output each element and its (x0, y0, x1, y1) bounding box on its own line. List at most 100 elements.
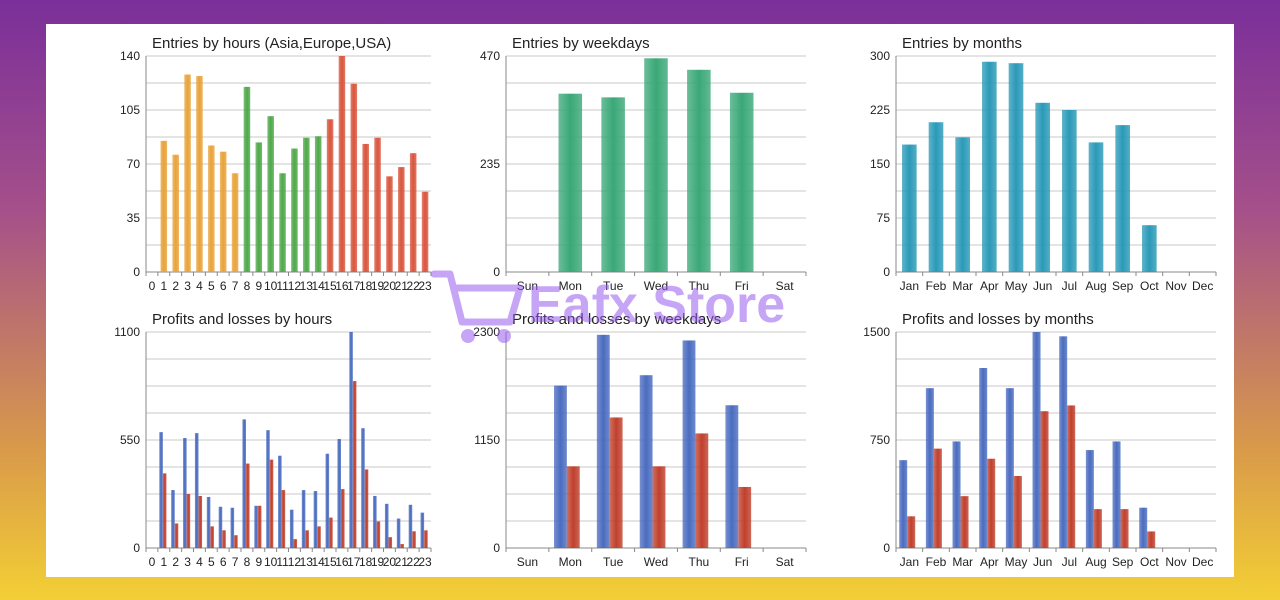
x-tick-label: 8 (244, 279, 251, 293)
chart-entries-by-weekdays: Entries by weekdays 0 235 470 Sun Mon Tue Wed Th… (456, 32, 811, 300)
x-tick-label: 5 (208, 555, 215, 569)
bar-profit (420, 512, 425, 548)
y-tick-label: 1100 (114, 325, 140, 339)
x-tick-label: 11 (276, 555, 289, 569)
bar (303, 137, 310, 272)
y-tick-label: 35 (127, 211, 141, 225)
bar (338, 56, 346, 272)
x-tick-label: Wed (644, 555, 668, 569)
x-tick-label: Tue (603, 279, 624, 293)
chart-title: Profits and losses by months (902, 311, 1094, 328)
bar (255, 142, 263, 272)
x-tick-label: Thu (689, 555, 710, 569)
x-tick-label: Sun (517, 555, 538, 569)
bar (398, 167, 405, 272)
bar-profit (361, 428, 365, 548)
bar (1035, 102, 1050, 272)
bar-profit (349, 332, 353, 548)
bar (687, 69, 711, 272)
x-tick-label: 11 (276, 279, 289, 293)
bar-loss (352, 381, 357, 548)
x-tick-label: 21 (395, 555, 409, 569)
chart-title: Entries by hours (Asia,Europe,USA) (152, 35, 391, 52)
y-tick-label: 0 (883, 541, 890, 555)
x-tick-label: 4 (196, 279, 203, 293)
x-tick-label: 4 (196, 555, 203, 569)
x-tick-label: Sep (1112, 279, 1134, 293)
x-tick-label: Nov (1165, 279, 1186, 293)
x-tick-label: Mon (559, 555, 582, 569)
y-tick-label: 470 (480, 49, 500, 63)
bar-loss (340, 489, 345, 548)
x-tick-label: 23 (418, 555, 432, 569)
bar-loss (412, 531, 416, 548)
y-tick-label: 550 (120, 433, 140, 447)
bar-profit (242, 419, 246, 548)
x-tick-label: 23 (418, 279, 432, 293)
y-tick-label: 1500 (863, 325, 890, 339)
x-tick-label: May (1005, 279, 1028, 293)
bar (208, 145, 215, 272)
bar (928, 122, 944, 273)
bar-loss (609, 417, 623, 548)
x-tick-label: 21 (395, 279, 409, 293)
bar-profit (218, 506, 223, 548)
x-tick-label: 1 (160, 555, 167, 569)
chart-title: Entries by months (902, 35, 1022, 52)
bar-loss (269, 459, 274, 548)
x-tick-label: Jul (1062, 279, 1077, 293)
x-tick-label: 15 (323, 555, 337, 569)
x-tick-label: 2 (172, 279, 179, 293)
x-tick-label: 2 (172, 555, 179, 569)
y-tick-label: 750 (870, 433, 890, 447)
bar-loss (162, 473, 167, 548)
bar (1008, 63, 1024, 273)
bar-loss (222, 530, 226, 548)
chart-pl-by-hours: Profits and losses by hours 0 550 1100 0 1 2 3 4… (96, 308, 436, 576)
bar-profit (596, 334, 610, 548)
bar (279, 173, 286, 272)
x-tick-label: 7 (232, 555, 239, 569)
chart-svg-months: Entries by months 0 75 150 225 300 Jan Feb Mar Ap… (870, 35, 1217, 293)
chart-svg-hours: Entries by hours (Asia,Europe,USA)035701… (120, 35, 432, 293)
bar-profit (725, 405, 739, 548)
bar-profit (639, 375, 653, 548)
bar (374, 137, 381, 272)
bar-profit (230, 507, 235, 548)
chart-pl-by-months: Profits and losses by months 0 750 1500 Jan F… (846, 308, 1221, 576)
bar-loss (210, 526, 214, 548)
bar-profit (313, 491, 318, 548)
bar-loss (388, 537, 393, 548)
bar-loss (198, 495, 203, 548)
x-tick-label: Mon (559, 279, 582, 293)
x-tick-label: Dec (1192, 279, 1213, 293)
bar-loss (960, 496, 969, 548)
bar-profit (1059, 336, 1068, 548)
bar-loss (738, 486, 752, 548)
x-tick-label: Fri (735, 279, 749, 293)
x-tick-label: Nov (1165, 555, 1186, 569)
chart-title: Profits and losses by weekdays (512, 311, 721, 328)
x-tick-label: 19 (371, 279, 385, 293)
bar-loss (1040, 411, 1049, 548)
x-tick-label: 18 (359, 555, 373, 569)
bar (291, 148, 298, 272)
bar (172, 154, 179, 272)
x-tick-label: 6 (220, 555, 227, 569)
x-tick-label: 0 (149, 555, 156, 569)
x-tick-label: 10 (264, 279, 278, 293)
x-tick-label: Oct (1140, 555, 1159, 569)
x-tick-label: 16 (335, 555, 349, 569)
x-tick-label: Feb (926, 279, 947, 293)
bar (196, 76, 203, 272)
x-tick-label: 10 (264, 555, 278, 569)
bar-loss (695, 433, 709, 548)
x-tick-label: Fri (735, 555, 749, 569)
bar-loss (652, 466, 666, 548)
bar-profit (1085, 450, 1094, 548)
bar (955, 137, 970, 272)
chart-entries-by-hours: Entries by hours (Asia,Europe,USA) 0 35 70 1… (96, 32, 436, 300)
bar (326, 119, 334, 272)
bar-profit (384, 503, 389, 548)
